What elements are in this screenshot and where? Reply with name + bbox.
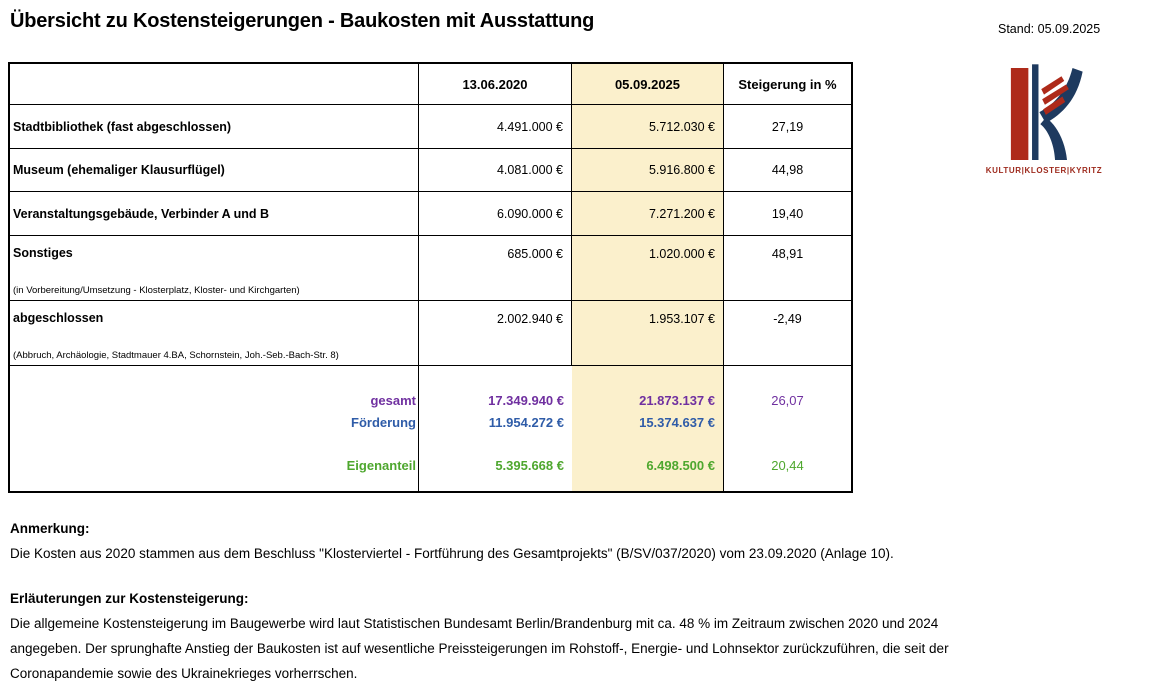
- summary-label-eigenanteil: Eigenanteil: [346, 458, 416, 473]
- kultur-kloster-kyritz-logo: KULTUR|KLOSTER|KYRITZ: [985, 64, 1103, 175]
- row-label-text: Stadtbibliothek (fast abgeschlossen): [13, 119, 232, 134]
- summary-values-pct: 26,07 20,44: [724, 366, 851, 491]
- summary-label-foerderung: Förderung: [351, 415, 416, 430]
- summary-foerderung-2025: 15.374.637 €: [639, 415, 715, 430]
- row-label-sonstiges: Sonstiges (in Vorbereitung/Umsetzung - K…: [10, 236, 419, 301]
- summary-eigenanteil-2025: 6.498.500 €: [646, 458, 715, 473]
- row-label-stadtbibliothek: Stadtbibliothek (fast abgeschlossen): [10, 105, 419, 149]
- row-label-text: Sonstiges: [13, 246, 73, 260]
- row-value-2025: 7.271.200 €: [572, 192, 724, 236]
- logo-caption: KULTUR|KLOSTER|KYRITZ: [985, 166, 1103, 175]
- summary-label-gesamt: gesamt: [370, 393, 416, 408]
- header-2020: 13.06.2020: [419, 64, 572, 105]
- row-value-pct: 48,91: [724, 236, 851, 301]
- erlaeuterung-heading: Erläuterungen zur Kostensteigerung:: [10, 591, 249, 606]
- row-label-museum: Museum (ehemaliger Klausurflügel): [10, 149, 419, 192]
- row-value-2020: 6.090.000 €: [419, 192, 572, 236]
- row-value-2020: 4.081.000 €: [419, 149, 572, 192]
- page-title: Übersicht zu Kostensteigerungen - Baukos…: [10, 10, 595, 32]
- summary-eigenanteil-2020: 5.395.668 €: [495, 458, 564, 473]
- summary-values-2020: 17.349.940 € 11.954.272 € 5.395.668 €: [419, 366, 572, 491]
- summary-values-2025: 21.873.137 € 15.374.637 € 6.498.500 €: [572, 366, 724, 491]
- erlaeuterung-text: Die allgemeine Kostensteigerung im Bauge…: [10, 616, 949, 681]
- cost-table: 13.06.2020 05.09.2025 Steigerung in % St…: [8, 62, 853, 493]
- row-value-2020: 2.002.940 €: [419, 301, 572, 366]
- summary-gesamt-2025: 21.873.137 €: [639, 393, 715, 408]
- summary-gesamt-2020: 17.349.940 €: [488, 393, 564, 408]
- row-label-text: Veranstaltungsgebäude, Verbinder A und B: [13, 206, 270, 221]
- header-steigerung: Steigerung in %: [724, 64, 851, 105]
- summary-foerderung-2020: 11.954.272 €: [488, 415, 564, 430]
- row-value-2020: 4.491.000 €: [419, 105, 572, 149]
- row-label-text: Museum (ehemaliger Klausurflügel): [13, 163, 225, 177]
- summary-labels: gesamt Förderung Eigenanteil: [10, 366, 419, 491]
- row-value-2025: 1.020.000 €: [572, 236, 724, 301]
- row-value-2025: 1.953.107 €: [572, 301, 724, 366]
- logo-k-icon: [1010, 64, 1083, 160]
- row-sub-note: (Abbruch, Archäologie, Stadtmauer 4.BA, …: [13, 350, 339, 361]
- notes-spacer: [10, 566, 970, 586]
- row-label-abgeschlossen: abgeschlossen (Abbruch, Archäologie, Sta…: [10, 301, 419, 366]
- stand-date: Stand: 05.09.2025: [998, 22, 1101, 36]
- row-value-2025: 5.916.800 €: [572, 149, 724, 192]
- header-2025: 05.09.2025: [572, 64, 724, 105]
- summary-eigenanteil-pct: 20,44: [771, 458, 804, 473]
- anmerkung-text: Die Kosten aus 2020 stammen aus dem Besc…: [10, 546, 894, 561]
- anmerkung-heading: Anmerkung:: [10, 521, 90, 536]
- row-value-pct: 44,98: [724, 149, 851, 192]
- row-label-veranstaltungsgebaeude: Veranstaltungsgebäude, Verbinder A und B: [10, 192, 419, 236]
- row-label-text: abgeschlossen: [13, 311, 104, 325]
- summary-gesamt-pct: 26,07: [771, 393, 804, 408]
- row-value-2025: 5.712.030 €: [572, 105, 724, 149]
- row-value-2020: 685.000 €: [419, 236, 572, 301]
- header-empty: [10, 64, 419, 105]
- row-value-pct: -2,49: [724, 301, 851, 366]
- row-value-pct: 27,19: [724, 105, 851, 149]
- row-value-pct: 19,40: [724, 192, 851, 236]
- row-sub-note: (in Vorbereitung/Umsetzung - Klosterplat…: [13, 285, 300, 296]
- notes-section: Anmerkung: Die Kosten aus 2020 stammen a…: [10, 516, 970, 685]
